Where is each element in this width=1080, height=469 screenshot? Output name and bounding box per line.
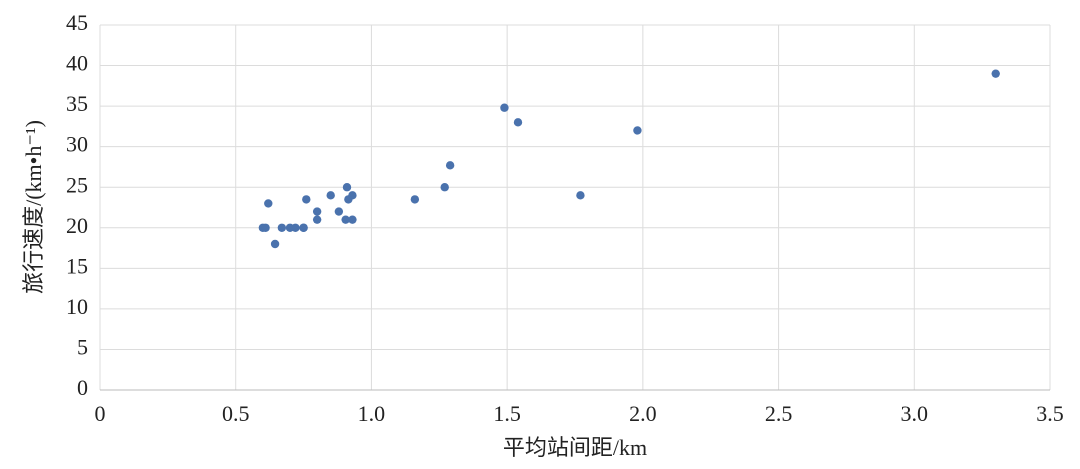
x-tick-label: 2.0 (629, 401, 657, 426)
point (312, 215, 322, 224)
y-tick-label: 20 (66, 213, 88, 238)
point (261, 223, 270, 232)
x-tick-label: 2.5 (765, 401, 793, 426)
y-tick-label: 0 (77, 375, 88, 400)
y-tick-label: 45 (66, 10, 88, 35)
point (334, 207, 344, 216)
point (348, 215, 357, 224)
point (277, 223, 287, 232)
x-axis-label: 平均站间距/km (503, 435, 647, 460)
point (440, 183, 449, 192)
x-tick-label: 3.0 (901, 401, 929, 426)
point (270, 239, 280, 249)
y-tick-label: 40 (66, 51, 88, 76)
point (445, 161, 455, 170)
y-tick-label: 25 (66, 172, 88, 197)
y-tick-label: 10 (66, 294, 88, 319)
y-tick-label: 15 (66, 253, 88, 278)
point (991, 69, 1000, 78)
point (410, 195, 420, 204)
point (633, 126, 642, 135)
point (576, 191, 585, 200)
y-tick-label: 30 (66, 132, 88, 157)
x-tick-label: 1.5 (493, 401, 521, 426)
point (291, 223, 300, 232)
point (302, 195, 311, 204)
y-tick-label: 5 (77, 334, 88, 359)
point (264, 199, 273, 208)
y-tick-label: 35 (66, 91, 88, 116)
y-axis-label: 旅行速度/(km•h⁻¹) (21, 120, 46, 294)
x-tick-label: 1.0 (358, 401, 386, 426)
point (500, 103, 509, 112)
x-tick-label: 0.5 (222, 401, 250, 426)
x-tick-label: 0 (95, 401, 106, 426)
point (326, 191, 335, 200)
point (341, 215, 350, 224)
point (348, 191, 357, 200)
point (299, 223, 308, 232)
point (513, 118, 523, 127)
point (312, 207, 322, 216)
point (342, 183, 352, 192)
x-tick-label: 3.5 (1036, 401, 1064, 426)
